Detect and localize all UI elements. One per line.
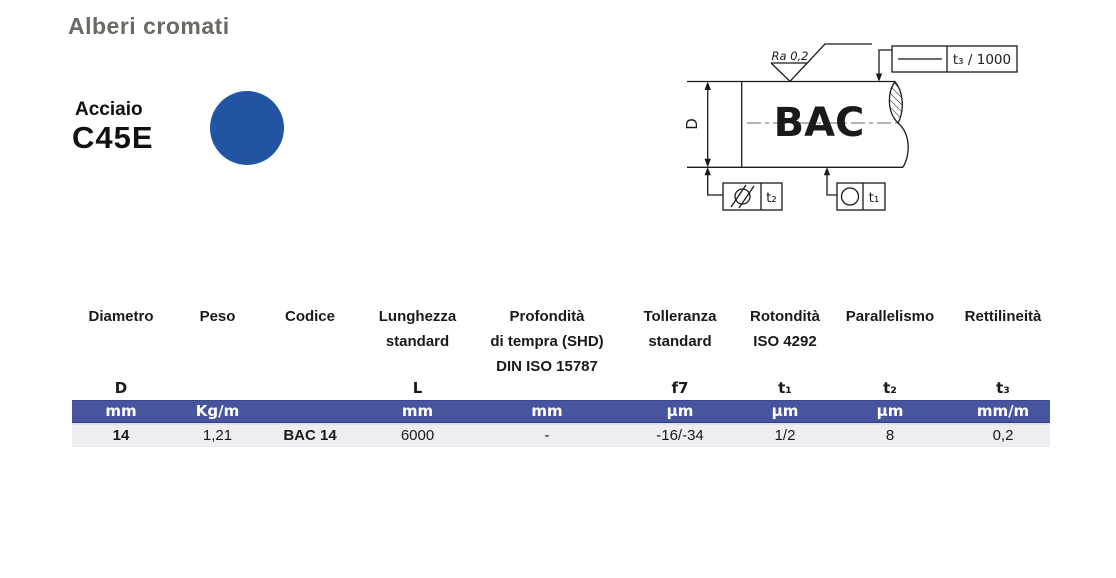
roundness-leader-arrow <box>823 167 831 176</box>
col-header-rotondita: Rotondità ISO 4292 <box>750 308 820 350</box>
table-symbol-row: D L f7 t₁ t₂ t₃ <box>72 376 1050 400</box>
straightness-value: t₃ / 1000 <box>953 52 1011 68</box>
dim-arrow-down <box>704 158 711 168</box>
material-color-dot <box>210 91 284 165</box>
roughness-label: Ra 0,2 <box>772 49 809 63</box>
unit-cell: Kg/m <box>195 402 240 420</box>
symbol-cell: t₁ <box>778 379 792 397</box>
symbol-cell <box>265 376 355 400</box>
value-codice: BAC 14 <box>283 427 337 444</box>
unit-cell: mm <box>401 402 434 420</box>
col-header-diametro: Diametro <box>88 308 154 325</box>
shaft-technical-drawing: BAC D Ra 0,2 t₃ / 1000 t₂ t₁ <box>683 43 1018 211</box>
cylindricity-frame <box>722 182 783 211</box>
unit-cell: μm <box>666 402 694 420</box>
value-lunghezza: 6000 <box>400 427 435 444</box>
dim-arrow-up <box>704 81 711 90</box>
break-curve <box>897 122 909 168</box>
value-rotondita: 1/2 <box>774 427 796 444</box>
material-label: Acciaio <box>75 99 143 120</box>
diameter-label: D <box>683 118 701 130</box>
cylindricity-leader-arrow <box>704 167 711 176</box>
value-profondita: - <box>544 427 550 444</box>
straightness-frame <box>891 45 1018 73</box>
spec-table: Diametro Peso Codice Lunghezza standard … <box>72 302 1050 447</box>
col-header-codice: Codice <box>284 308 335 325</box>
unit-cell: μm <box>771 402 799 420</box>
page-title: Alberi cromati <box>68 13 230 39</box>
value-rettilineita: 0,2 <box>992 427 1014 444</box>
straightness-leader-arrow <box>875 73 883 82</box>
unit-cell: mm <box>531 402 563 420</box>
symbol-cell: t₃ <box>996 379 1010 397</box>
col-header-tolleranza: Tolleranza standard <box>643 308 717 350</box>
unit-cell <box>265 401 355 422</box>
cylindricity-value: t₂ <box>766 190 777 206</box>
unit-cell: mm/m <box>976 402 1030 420</box>
surface-roughness-icon <box>770 43 872 83</box>
cylindricity-leader <box>707 169 723 196</box>
col-header-lunghezza: Lunghezza standard <box>378 308 457 350</box>
col-header-peso: Peso <box>199 308 236 325</box>
material-grade: C45E <box>72 120 154 155</box>
symbol-cell <box>170 376 265 400</box>
table-data-row: 14 1,21 BAC 14 6000 - -16/-34 1/2 8 0,2 <box>72 423 1050 447</box>
symbol-cell: f7 <box>671 379 689 397</box>
roundness-value: t₁ <box>869 190 880 206</box>
shaft-code-label: BAC <box>774 100 865 146</box>
roundness-frame <box>836 182 886 211</box>
value-parallelismo: 8 <box>885 427 895 444</box>
symbol-cell: L <box>412 379 423 397</box>
value-peso: 1,21 <box>202 427 233 444</box>
roundness-leader <box>826 169 837 196</box>
col-header-profondita: Profondità di tempra (SHD) DIN ISO 15787 <box>490 308 604 375</box>
unit-cell: mm <box>105 402 137 420</box>
unit-cell: μm <box>876 402 904 420</box>
col-header-rettilineita: Rettilineità <box>964 308 1042 325</box>
symbol-cell: t₂ <box>883 379 897 397</box>
table-header-row: Diametro Peso Codice Lunghezza standard … <box>72 302 1050 376</box>
break-section-hatch <box>888 80 903 125</box>
symbol-cell: D <box>114 379 128 397</box>
col-header-parallelismo: Parallelismo <box>845 308 935 325</box>
straightness-leader <box>878 49 892 80</box>
roundness-icon <box>840 187 860 206</box>
value-diametro: 14 <box>112 427 130 444</box>
table-units-row: mm Kg/m mm mm μm μm μm mm/m <box>72 400 1050 423</box>
value-tolleranza: -16/-34 <box>656 427 704 444</box>
cylindricity-icon <box>730 184 755 209</box>
symbol-cell <box>480 376 614 400</box>
